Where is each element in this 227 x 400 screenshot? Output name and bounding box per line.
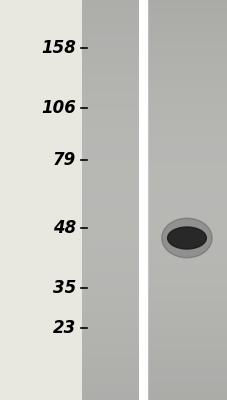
Ellipse shape [161, 218, 211, 258]
Text: 106: 106 [41, 99, 76, 117]
Text: 158: 158 [41, 39, 76, 57]
Text: 79: 79 [53, 151, 76, 169]
Bar [0, 0, 82, 400]
Ellipse shape [167, 227, 205, 249]
Bar [142, 0, 146, 400]
Text: 48: 48 [53, 219, 76, 237]
Text: 23: 23 [53, 319, 76, 337]
Text: 35: 35 [53, 279, 76, 297]
